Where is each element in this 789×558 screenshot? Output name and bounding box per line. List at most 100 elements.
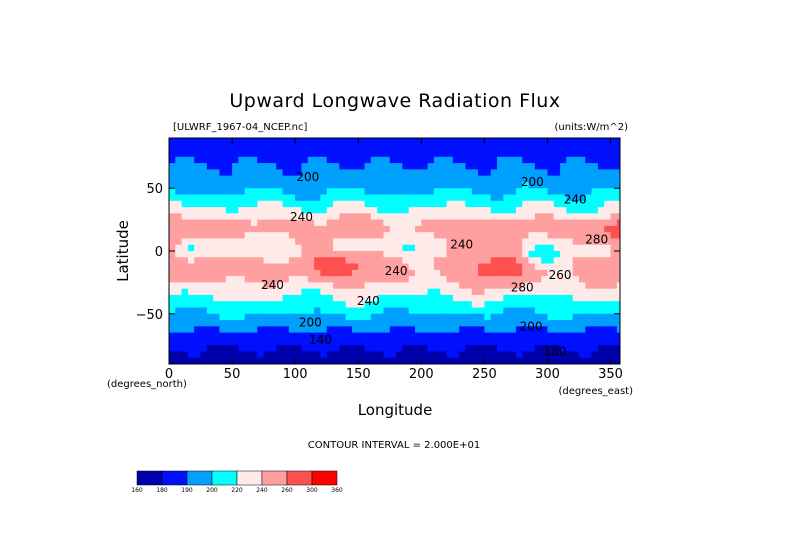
field-cell [497,345,504,353]
field-cell [509,276,517,283]
field-cell [396,313,403,321]
field-cell [433,219,441,227]
field-cell [276,219,284,227]
field-cell [339,269,347,277]
field-cell [402,326,410,334]
field-cell [251,257,258,265]
field-cell [320,307,328,315]
field-cell [433,332,441,340]
field-cell [200,313,208,321]
field-cell [427,156,435,164]
field-cell [478,320,485,327]
field-cell [232,244,239,252]
field-cell [175,251,183,258]
field-cell [465,357,473,364]
field-cell [490,207,498,214]
field-cell [333,332,340,340]
field-cell [534,269,542,277]
field-cell [616,251,620,258]
field-cell [364,219,372,227]
field-cell [427,282,435,290]
field-cell [383,338,391,346]
field-cell [497,251,504,258]
field-cell [370,188,378,196]
field-cell [282,288,290,296]
field-cell [465,345,473,353]
field-cell [251,244,258,252]
field-cell [415,163,422,170]
field-cell [427,338,435,346]
field-cell [383,301,391,309]
field-cell [244,207,252,214]
field-cell [433,181,441,189]
field-cell [377,244,385,252]
field-cell [370,244,378,252]
field-cell [276,207,284,214]
field-cell [560,175,567,183]
field-cell [175,163,183,170]
field-cell [181,225,189,233]
field-cell [351,181,359,189]
field-cell [604,357,612,364]
field-cell [541,338,549,346]
field-cell [396,138,403,145]
field-cell [364,326,372,334]
field-cell [307,225,315,233]
field-cell [616,320,620,327]
x-axis-title: Longitude [358,401,433,419]
field-cell [358,194,366,202]
field-cell [402,150,410,158]
field-cell [219,276,227,283]
field-cell [597,251,605,258]
field-cell [383,257,391,265]
field-cell [282,282,290,290]
field-cell [452,194,460,202]
field-cell [187,150,195,158]
field-cell [377,207,385,214]
field-cell [187,338,195,346]
field-cell [465,175,473,183]
field-cell [484,294,492,302]
field-cell [169,357,176,364]
field-cell [503,244,511,252]
field-cell [484,181,492,189]
field-cell [200,181,208,189]
field-cell [351,263,359,271]
field-cell [257,357,265,364]
field-cell [547,345,555,353]
field-cell [534,144,542,152]
field-cell [358,207,366,214]
field-cell [579,232,586,240]
field-cell [427,213,435,221]
field-cell [509,294,517,302]
field-cell [490,345,498,353]
field-cell [314,332,321,340]
field-cell [421,219,429,227]
field-cell [377,282,385,290]
field-cell [553,200,561,208]
field-cell [206,320,214,327]
field-cell [433,351,441,359]
field-cell [263,150,271,158]
field-cell [433,288,441,296]
field-cell [566,219,574,227]
field-cell [276,345,284,353]
field-cell [415,263,422,271]
field-cell [219,138,227,145]
field-cell [396,150,403,158]
field-cell [295,257,303,265]
field-cell [263,257,271,265]
field-cell [471,207,479,214]
field-cell [389,307,397,315]
field-cell [225,169,233,177]
field-cell [301,207,309,214]
field-cell [370,357,378,364]
field-cell [610,282,618,290]
field-cell [509,232,517,240]
field-cell [206,263,214,271]
field-cell [396,357,403,364]
field-cell [232,357,239,364]
field-cell [408,357,416,364]
field-cell [459,163,467,170]
field-cell [446,138,454,145]
